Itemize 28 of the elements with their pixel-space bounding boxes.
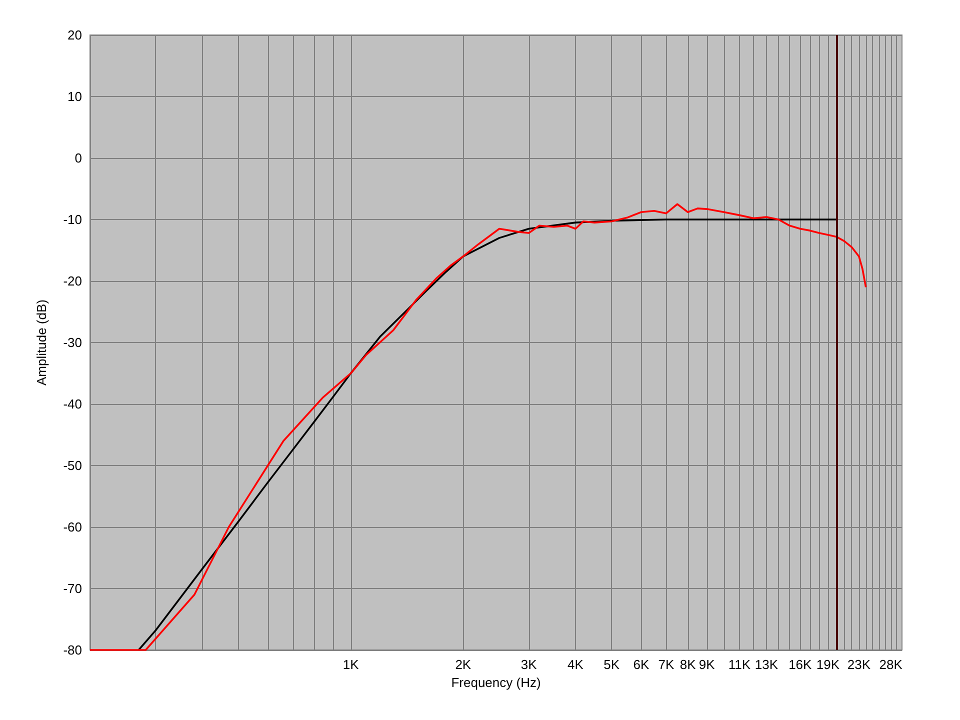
y-tick-label: -20	[63, 274, 82, 288]
y-tick-label: -50	[63, 458, 82, 473]
x-tick-label: 13K	[754, 657, 778, 672]
x-tick-label: 6K	[633, 657, 650, 672]
y-tick-label: -30	[63, 335, 82, 350]
y-tick-label: 0	[74, 150, 82, 166]
x-tick-label: 3K	[520, 657, 538, 672]
x-tick-label: 4K	[568, 657, 584, 672]
y-tick-label: -70	[63, 581, 82, 596]
x-tick-label: 9K	[698, 657, 716, 672]
y-tick-label: -40	[63, 396, 82, 412]
y-tick-label: -10	[63, 212, 82, 227]
x-tick-label: 19K	[816, 657, 840, 672]
x-tick-label: 11K	[728, 657, 751, 672]
y-tick-label: -60	[63, 520, 82, 534]
y-tick-label: 10	[68, 89, 82, 104]
x-tick-label: 5K	[604, 657, 620, 672]
x-tick-label: 1K	[342, 657, 360, 672]
x-tick-label: 23K	[847, 657, 871, 672]
x-tick-label: 8K	[680, 657, 696, 672]
y-tick-label: 20	[68, 28, 82, 42]
y-tick-label: -80	[63, 642, 82, 658]
y-axis-title: Amplitude (dB)	[34, 300, 49, 386]
x-tick-label: 16K	[788, 657, 812, 672]
x-axis-title: Frequency (Hz)	[451, 674, 541, 690]
x-tick-label: 2K	[455, 657, 472, 672]
x-tick-label: 28K	[879, 657, 903, 672]
x-tick-label: 7K	[658, 657, 674, 672]
